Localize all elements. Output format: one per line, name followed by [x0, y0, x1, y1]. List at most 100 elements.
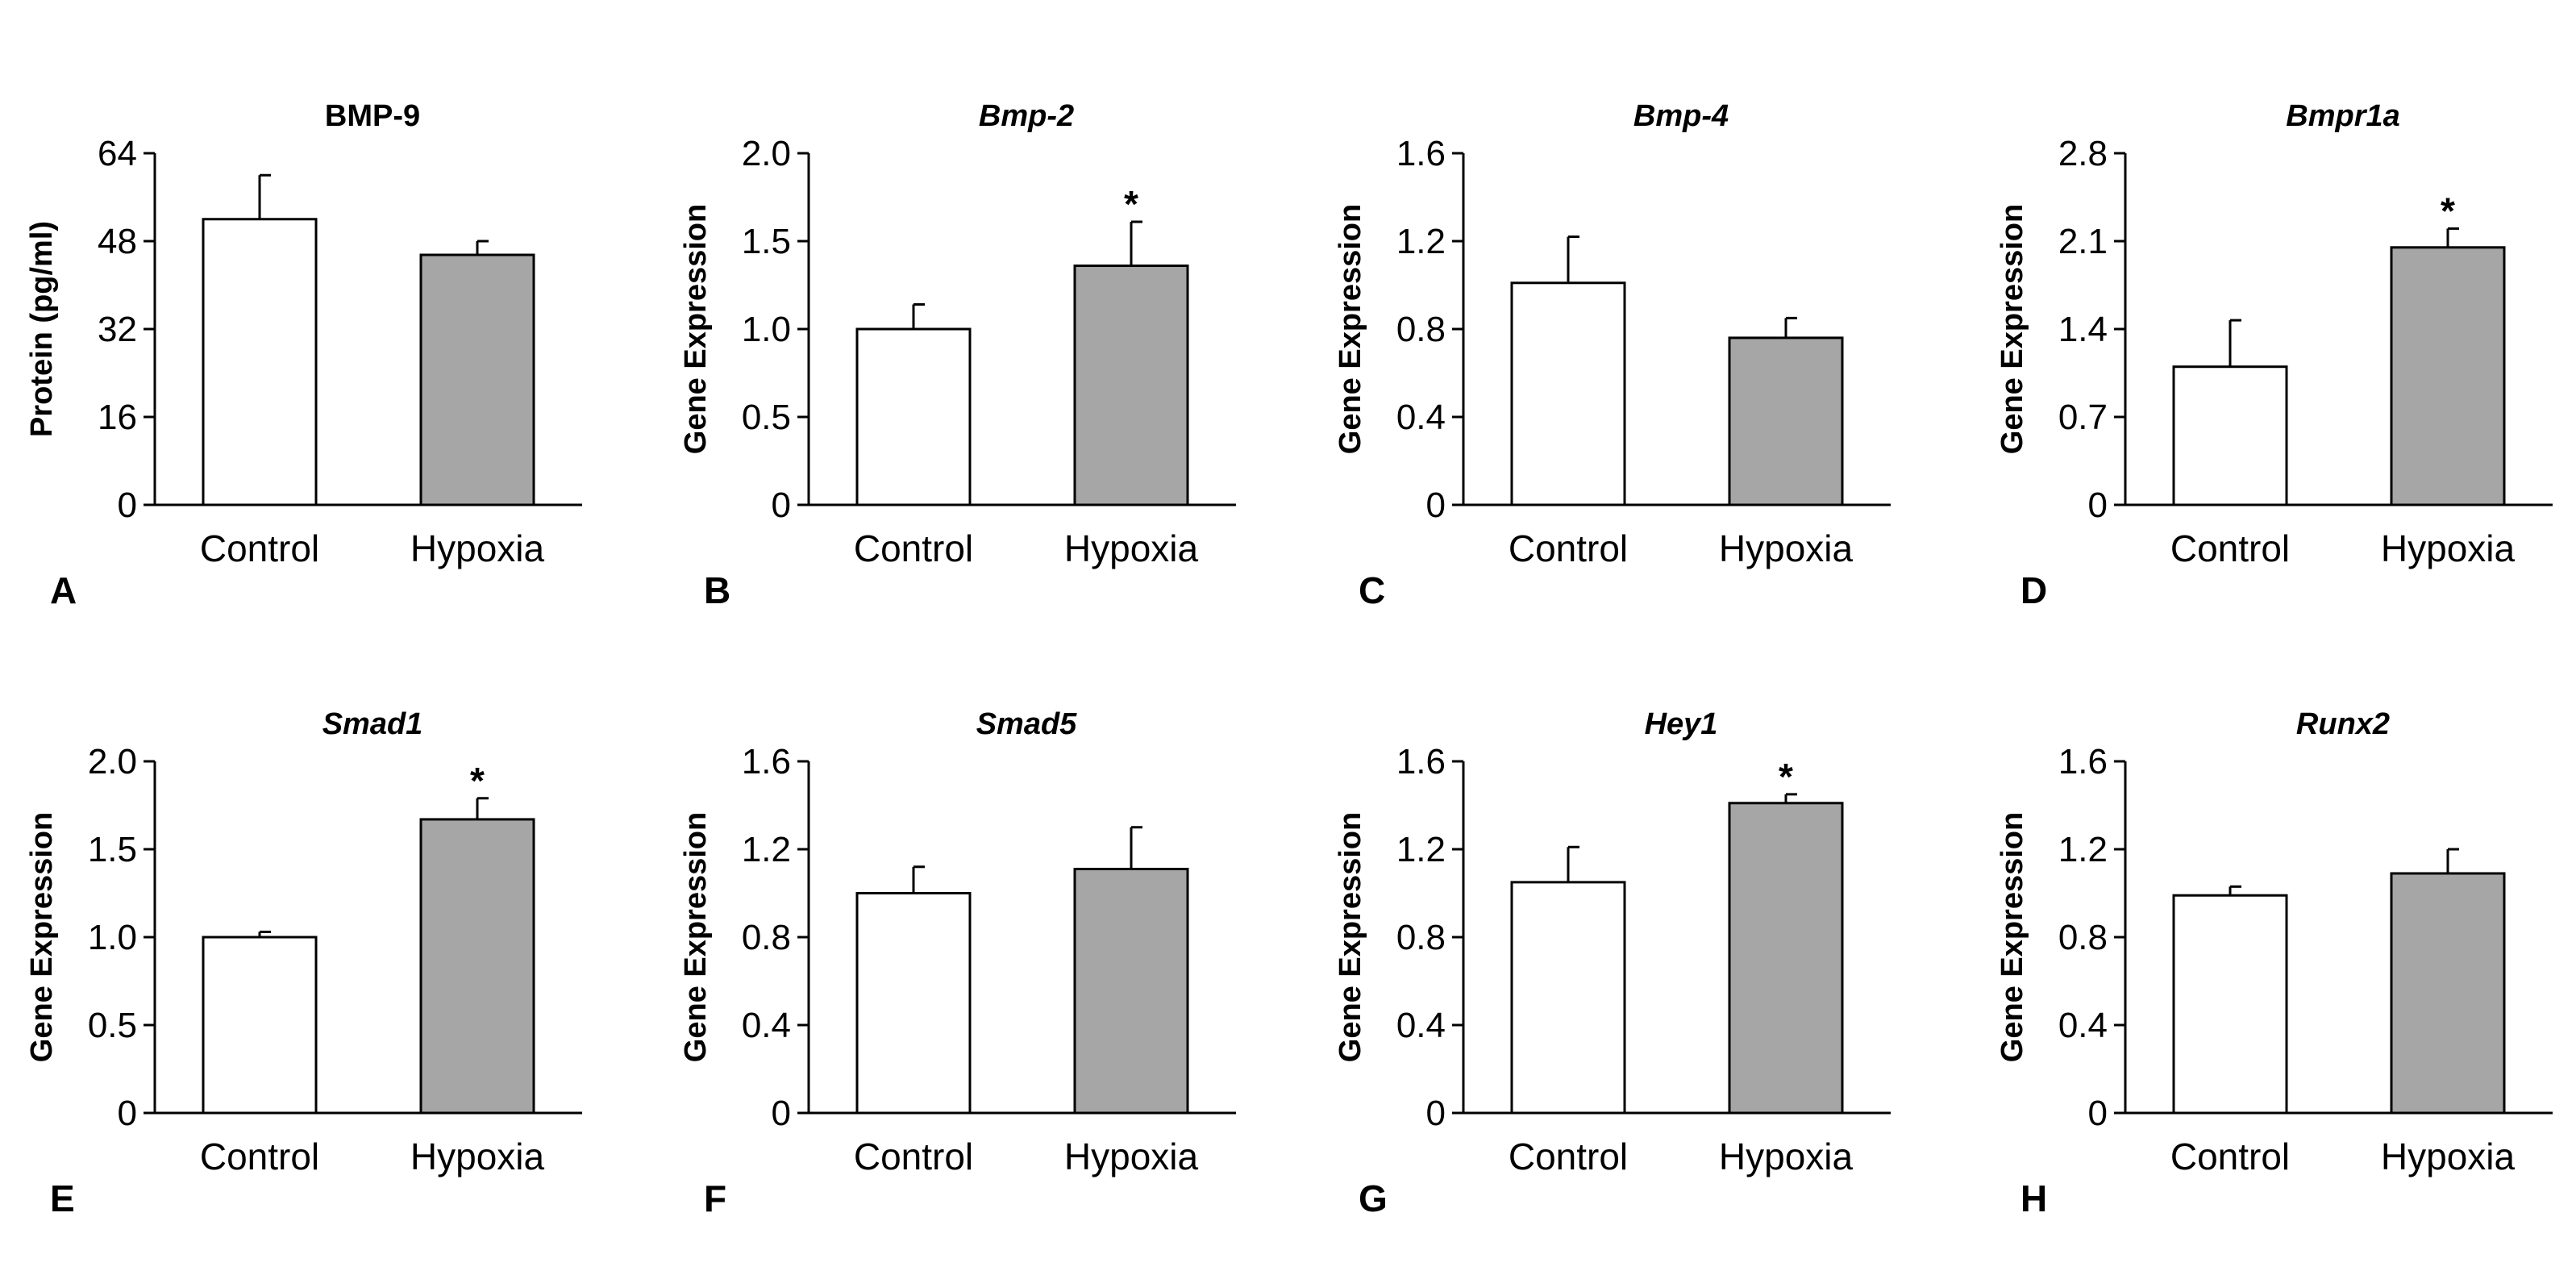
significance-marker: * — [1779, 756, 1793, 798]
bar-control — [202, 936, 318, 1115]
x-category-label: Control — [854, 527, 973, 569]
y-tick-label: 0.8 — [1396, 310, 1446, 349]
x-category-label: Hypoxia — [1064, 527, 1199, 569]
panel-g: Hey1 Gene Expression 0 0.4 0.8 1.2 1.6 Control *… — [1334, 707, 1891, 1219]
y-tick-label: 0 — [2088, 1094, 2108, 1133]
panel-letter: E — [50, 1177, 75, 1219]
significance-marker: * — [1124, 183, 1138, 225]
x-category-label: Control — [1509, 1136, 1628, 1177]
x-category-label: Hypoxia — [1719, 1136, 1854, 1177]
y-tick-label: 1.0 — [88, 918, 137, 957]
panel-title: Bmp-2 — [979, 99, 1074, 133]
y-tick-label: 16 — [98, 398, 137, 437]
panel-letter: G — [1359, 1177, 1388, 1219]
y-tick-label: 0.8 — [1396, 918, 1446, 957]
bar-hypoxia — [2390, 872, 2506, 1115]
panel-c: Bmp-4 Gene Expression 0 0.4 0.8 1.2 1.6 Control… — [1334, 99, 1891, 611]
x-category-label: Hypoxia — [1719, 527, 1854, 569]
y-axis-label: Gene Expression — [679, 204, 713, 454]
y-tick-label: 0.8 — [742, 918, 791, 957]
x-category-label: Control — [2170, 1136, 2290, 1177]
y-axis-label: Gene Expression — [1334, 204, 1367, 454]
y-tick-label: 0 — [118, 486, 137, 525]
y-tick-label: 1.2 — [1396, 830, 1446, 869]
bar-hypoxia — [419, 818, 535, 1115]
panel-title: Runx2 — [2296, 707, 2390, 741]
y-tick-label: 0 — [1426, 486, 1446, 525]
y-tick-label: 0.8 — [2058, 918, 2108, 957]
panel-title: Bmp-4 — [1633, 99, 1729, 133]
y-tick-label: 1.2 — [2058, 830, 2108, 869]
y-tick-label: 1.5 — [88, 830, 137, 869]
y-axis-label: Protein (pg/ml) — [25, 221, 59, 437]
x-category-label: Hypoxia — [2381, 527, 2516, 569]
x-category-label: Hypoxia — [2381, 1136, 2516, 1177]
y-axis-label: Gene Expression — [1995, 204, 2029, 454]
y-tick-label: 0.4 — [1396, 398, 1446, 437]
y-tick-label: 1.6 — [1396, 134, 1446, 173]
panel-letter: C — [1359, 569, 1385, 611]
panel-letter: H — [2020, 1177, 2047, 1219]
y-tick-label: 48 — [98, 222, 137, 261]
significance-marker: * — [470, 760, 485, 802]
bar-control — [855, 892, 972, 1115]
y-tick-label: 1.6 — [742, 742, 791, 781]
panel-letter: B — [704, 569, 730, 611]
y-axis-label: Gene Expression — [25, 812, 59, 1062]
panel-letter: D — [2020, 569, 2047, 611]
bar-hypoxia — [2390, 246, 2506, 506]
y-tick-label: 64 — [98, 134, 137, 173]
bar-hypoxia — [1073, 868, 1189, 1115]
panel-e: Smad1 Gene Expression 0 0.5 1.0 1.5 2.0 Control… — [25, 707, 582, 1219]
y-tick-label: 0 — [772, 486, 791, 525]
bar-control — [2172, 894, 2288, 1115]
panel-h: Runx2 Gene Expression 0 0.4 0.8 1.2 1.6 Control… — [1995, 707, 2553, 1219]
y-tick-label: 1.5 — [742, 222, 791, 261]
panel-a: BMP-9 Protein (pg/ml) 0 16 32 48 64 Control Hypo… — [25, 99, 582, 611]
x-category-label: Hypoxia — [410, 527, 545, 569]
y-tick-label: 1.0 — [742, 310, 791, 349]
x-category-label: Hypoxia — [1064, 1136, 1199, 1177]
panel-title: Hey1 — [1645, 707, 1718, 741]
y-tick-label: 0.5 — [742, 398, 791, 437]
bar-control — [1510, 881, 1626, 1115]
y-tick-label: 1.4 — [2058, 310, 2108, 349]
bar-control — [855, 327, 972, 506]
x-category-label: Control — [2170, 527, 2290, 569]
y-axis-label: Gene Expression — [1995, 812, 2029, 1062]
y-tick-label: 2.0 — [88, 742, 137, 781]
y-tick-label: 0.4 — [1396, 1006, 1446, 1045]
y-tick-label: 0 — [1426, 1094, 1446, 1133]
y-tick-label: 0 — [118, 1094, 137, 1133]
y-axis-label: Gene Expression — [1334, 812, 1367, 1062]
panel-b: Bmp-2 Gene Expression 0 0.5 1.0 1.5 2.0 Control… — [679, 99, 1236, 611]
panel-d: Bmpr1a Gene Expression 0 0.7 1.4 2.1 2.8 Contro… — [1995, 99, 2553, 611]
y-tick-label: 1.2 — [742, 830, 791, 869]
bar-control — [1510, 281, 1626, 506]
bar-hypoxia — [1728, 336, 1844, 506]
x-category-label: Hypoxia — [410, 1136, 545, 1177]
y-tick-label: 2.8 — [2058, 134, 2108, 173]
y-axis-label: Gene Expression — [679, 812, 713, 1062]
significance-marker: * — [2441, 190, 2455, 231]
y-tick-label: 0.5 — [88, 1006, 137, 1045]
y-tick-label: 32 — [98, 310, 137, 349]
y-tick-label: 1.6 — [1396, 742, 1446, 781]
panel-title: Smad5 — [976, 707, 1077, 741]
x-category-label: Control — [200, 1136, 319, 1177]
y-tick-label: 0.7 — [2058, 398, 2108, 437]
panel-title: Bmpr1a — [2286, 99, 2400, 133]
panel-title: BMP-9 — [325, 99, 420, 133]
y-tick-label: 0 — [2088, 486, 2108, 525]
bar-control — [2172, 365, 2288, 506]
bar-control — [202, 218, 318, 506]
bar-hypoxia — [1728, 802, 1844, 1115]
y-tick-label: 1.2 — [1396, 222, 1446, 261]
panel-letter: A — [50, 569, 77, 611]
panel-title: Smad1 — [323, 707, 423, 741]
panel-f: Smad5 Gene Expression 0 0.4 0.8 1.2 1.6 Control… — [679, 707, 1236, 1219]
y-tick-label: 2.1 — [2058, 222, 2108, 261]
y-tick-label: 1.6 — [2058, 742, 2108, 781]
y-tick-label: 0.4 — [2058, 1006, 2108, 1045]
